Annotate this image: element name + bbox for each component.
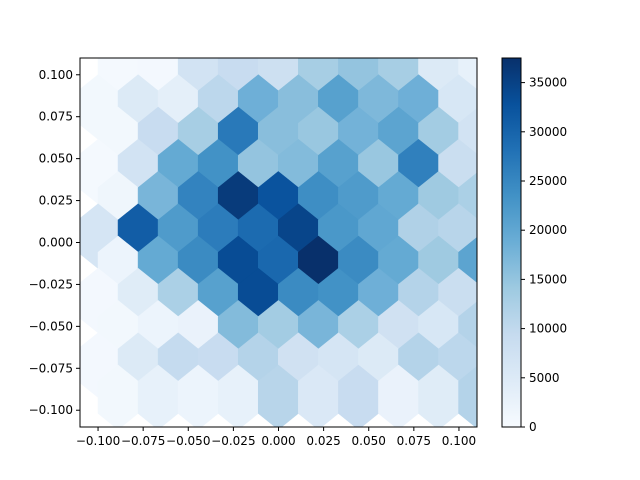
colorbar-tick-label: 35000: [529, 76, 567, 90]
colorbar-tick-label: 25000: [529, 174, 567, 188]
colorbar-tick-label: 30000: [529, 125, 567, 139]
x-tick-label: 0.000: [261, 434, 295, 448]
y-axis: −0.100 −0.075 −0.050 −0.025 0.000 0.025 0.050 0…: [29, 68, 80, 417]
x-tick-label: 0.075: [397, 434, 431, 448]
x-tick-label: −0.050: [166, 434, 210, 448]
y-tick-label: 0.100: [39, 68, 73, 82]
colorbar: 0 5000 10000 15000 20000 25000 30000 35000: [501, 57, 567, 434]
plot-area: [79, 57, 478, 428]
y-tick-label: 0.075: [39, 110, 73, 124]
y-tick-label: 0.050: [39, 152, 73, 166]
x-axis: −0.100 −0.075 −0.050 −0.025 0.000 0.025 0.050 0…: [76, 427, 476, 448]
y-tick-label: −0.050: [29, 319, 73, 333]
y-tick-label: −0.100: [29, 403, 73, 417]
x-tick-label: 0.050: [352, 434, 386, 448]
colorbar-tick-label: 10000: [529, 322, 567, 336]
hexbin-cell: [458, 366, 477, 427]
x-tick-label: 0.025: [306, 434, 340, 448]
x-tick-label: −0.025: [211, 434, 255, 448]
y-tick-label: −0.075: [29, 361, 73, 375]
y-tick-label: 0.000: [39, 236, 73, 250]
colorbar-tick-label: 0: [529, 420, 537, 434]
colorbar-ticks: 0 5000 10000 15000 20000 25000 30000 35000: [521, 76, 567, 434]
colorbar-tick-label: 5000: [529, 371, 560, 385]
colorbar-fill: [501, 57, 522, 428]
x-tick-label: −0.100: [76, 434, 120, 448]
y-tick-label: 0.025: [39, 194, 73, 208]
colorbar-tick-label: 15000: [529, 272, 567, 286]
colorbar-tick-label: 20000: [529, 223, 567, 237]
x-tick-label: 0.100: [442, 434, 476, 448]
y-tick-label: −0.025: [29, 277, 73, 291]
hexbin-cells: [80, 58, 477, 427]
x-tick-label: −0.075: [121, 434, 165, 448]
